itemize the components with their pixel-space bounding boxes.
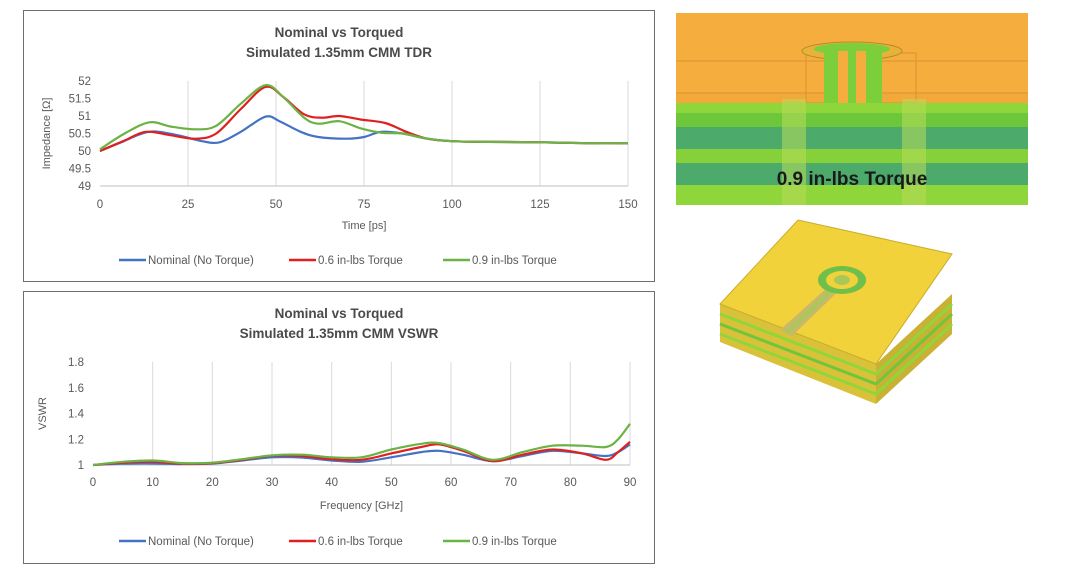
x-tick-label: 125: [530, 199, 549, 211]
x-tick-label: 75: [358, 199, 371, 211]
x-tick-label: 90: [624, 477, 637, 489]
legend-label-nominal: Nominal (No Torque): [148, 536, 254, 548]
y-tick-label: 51.5: [69, 94, 91, 106]
y-tick-label: 1.2: [68, 434, 84, 446]
y-tick-label: 1.6: [68, 383, 84, 395]
tdr-chart: Nominal vs Torqued Simulated 1.35mm CMM T…: [41, 25, 638, 267]
x-tick-label: 25: [182, 199, 195, 211]
x-tick-label: 50: [270, 199, 283, 211]
vswr-chart-panel: Nominal vs Torqued Simulated 1.35mm CMM V…: [23, 291, 655, 564]
y-tick-label: 1.8: [68, 357, 84, 369]
x-tick-label: 0: [97, 199, 103, 211]
chart-subtitle: Simulated 1.35mm CMM TDR: [246, 45, 432, 60]
y-tick-label: 52: [78, 76, 91, 88]
x-tick-label: 10: [146, 477, 159, 489]
x-tick-label: 60: [445, 477, 458, 489]
via-barrel: [824, 51, 882, 103]
legend-label-t09: 0.9 in-lbs Torque: [472, 536, 557, 548]
y-tick-label: 1: [78, 460, 84, 472]
x-tick-label: 100: [442, 199, 461, 211]
x-axis-label: Time [ps]: [342, 220, 387, 232]
x-tick-label: 80: [564, 477, 577, 489]
dielectric-layer: [676, 127, 1028, 149]
x-tick-label: 50: [385, 477, 398, 489]
x-tick-label: 30: [266, 477, 279, 489]
isometric-render: [719, 219, 954, 404]
y-tick-label: 50.5: [69, 129, 91, 141]
x-tick-label: 0: [90, 477, 96, 489]
vswr-chart: Nominal vs Torqued Simulated 1.35mm CMM V…: [37, 306, 637, 548]
y-tick-label: 1.4: [68, 409, 85, 421]
y-tick-label: 49.5: [69, 164, 91, 176]
chart-subtitle: Simulated 1.35mm CMM VSWR: [240, 326, 439, 341]
legend-label-t06: 0.6 in-lbs Torque: [318, 536, 403, 548]
legend-label-nominal: Nominal (No Torque): [148, 255, 254, 267]
cross-section-render: 0.9 in-lbs Torque: [676, 13, 1028, 205]
x-axis-label: Frequency [GHz]: [320, 500, 403, 512]
series-line-t09: [99, 84, 629, 151]
y-tick-label: 51: [78, 111, 91, 123]
x-tick-label: 40: [325, 477, 338, 489]
chart-title: Nominal vs Torqued: [275, 25, 404, 40]
y-tick-label: 49: [78, 181, 91, 193]
series-line-t09: [92, 423, 631, 467]
y-axis-label: Impedance [Ω]: [41, 98, 53, 170]
legend-label-t06: 0.6 in-lbs Torque: [318, 255, 403, 267]
tdr-chart-panel: Nominal vs Torqued Simulated 1.35mm CMM T…: [23, 10, 655, 282]
x-tick-label: 70: [504, 477, 517, 489]
legend-label-t09: 0.9 in-lbs Torque: [472, 255, 557, 267]
y-axis-label: VSWR: [37, 397, 49, 430]
chart-title: Nominal vs Torqued: [275, 306, 404, 321]
torque-label: 0.9 in-lbs Torque: [777, 169, 928, 190]
x-tick-label: 20: [206, 477, 219, 489]
y-tick-label: 50: [78, 146, 91, 158]
x-tick-label: 150: [618, 199, 637, 211]
